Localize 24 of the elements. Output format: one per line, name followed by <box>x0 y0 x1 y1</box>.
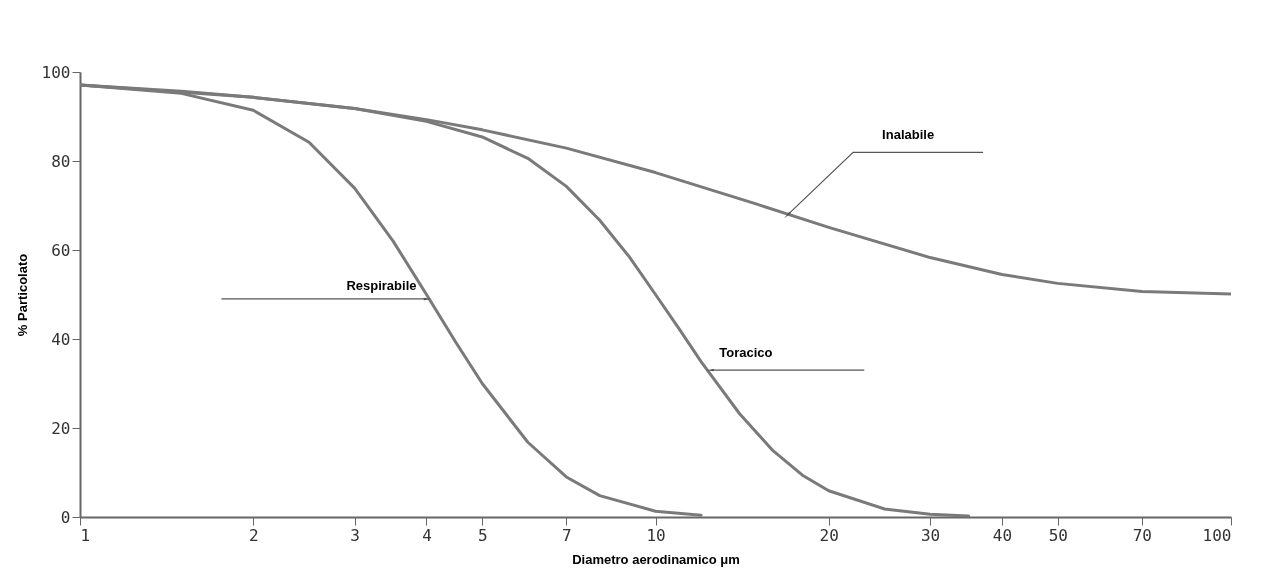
x-tick-label: 5 <box>477 525 488 545</box>
x-tick-label: 70 <box>1132 525 1152 545</box>
x-tick-label: 1 <box>80 525 91 545</box>
x-tick-label: 100 <box>1202 525 1232 545</box>
y-tick-label: 80 <box>51 151 71 171</box>
x-tick-label: 7 <box>562 525 572 545</box>
x-axis-title: Diametro aerodinamico μm <box>572 551 740 567</box>
x-tick-label: 30 <box>920 525 941 545</box>
y-tick-label: 20 <box>51 418 71 438</box>
annotation: Inalabile <box>882 127 935 143</box>
x-tick-label: 20 <box>819 525 839 545</box>
y-tick-label: 40 <box>51 329 71 349</box>
annotation: Toracico <box>719 345 773 361</box>
y-axis-title: % Particolato <box>14 253 30 337</box>
x-tick-label: 10 <box>646 525 666 545</box>
x-tick-label: 3 <box>350 525 360 545</box>
y-tick-label: 100 <box>41 62 71 82</box>
x-tick-label: 4 <box>422 525 432 545</box>
y-tick-label: 0 <box>60 507 71 527</box>
x-tick-label: 40 <box>992 525 1013 545</box>
y-tick-label: 60 <box>51 240 71 260</box>
annotation: Respirabile <box>346 277 417 293</box>
x-tick-label: 50 <box>1048 525 1068 545</box>
x-tick-label: 2 <box>248 525 259 545</box>
